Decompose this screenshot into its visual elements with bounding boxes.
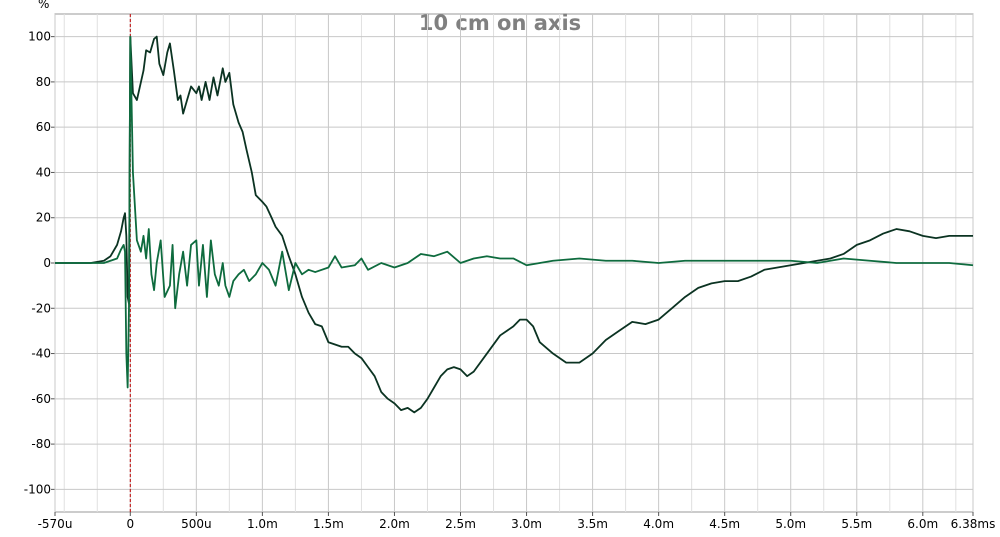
y-axis-label: % [38,0,49,11]
y-tick-label: -100 [24,482,51,496]
x-tick-label: 6.0m [907,517,938,531]
y-tick-label: 60 [36,120,51,134]
x-tick-label: -570u [38,517,73,531]
x-tick-label: 3.5m [577,517,608,531]
x-tick-label: 3.0m [511,517,542,531]
chart-title: 10 cm on axis [419,11,581,35]
y-tick-label: 40 [36,165,51,179]
series-line [55,35,973,414]
y-tick-label: 100 [28,30,51,44]
x-tick-label: 2.0m [379,517,410,531]
y-tick-label: 0 [43,256,51,270]
x-tick-label: 4.5m [709,517,740,531]
x-tick-label: 500u [181,517,212,531]
series-line [55,35,974,389]
y-tick-label: 80 [36,75,51,89]
y-tick-label: -20 [31,301,51,315]
y-tick-label: 20 [36,211,51,225]
x-tick-label: 0 [126,517,134,531]
x-tick-label: 5.0m [775,517,806,531]
y-tick-label: -80 [31,437,51,451]
x-tick-label: 5.5m [841,517,872,531]
x-tick-label: 2.5m [445,517,476,531]
x-tick-label: 1.0m [247,517,278,531]
x-tick-label: 4.0m [643,517,674,531]
y-tick-label: -60 [31,392,51,406]
x-tick-label: 1.5m [313,517,344,531]
x-tick-label: 6.38ms [951,517,996,531]
y-tick-label: -40 [31,347,51,361]
